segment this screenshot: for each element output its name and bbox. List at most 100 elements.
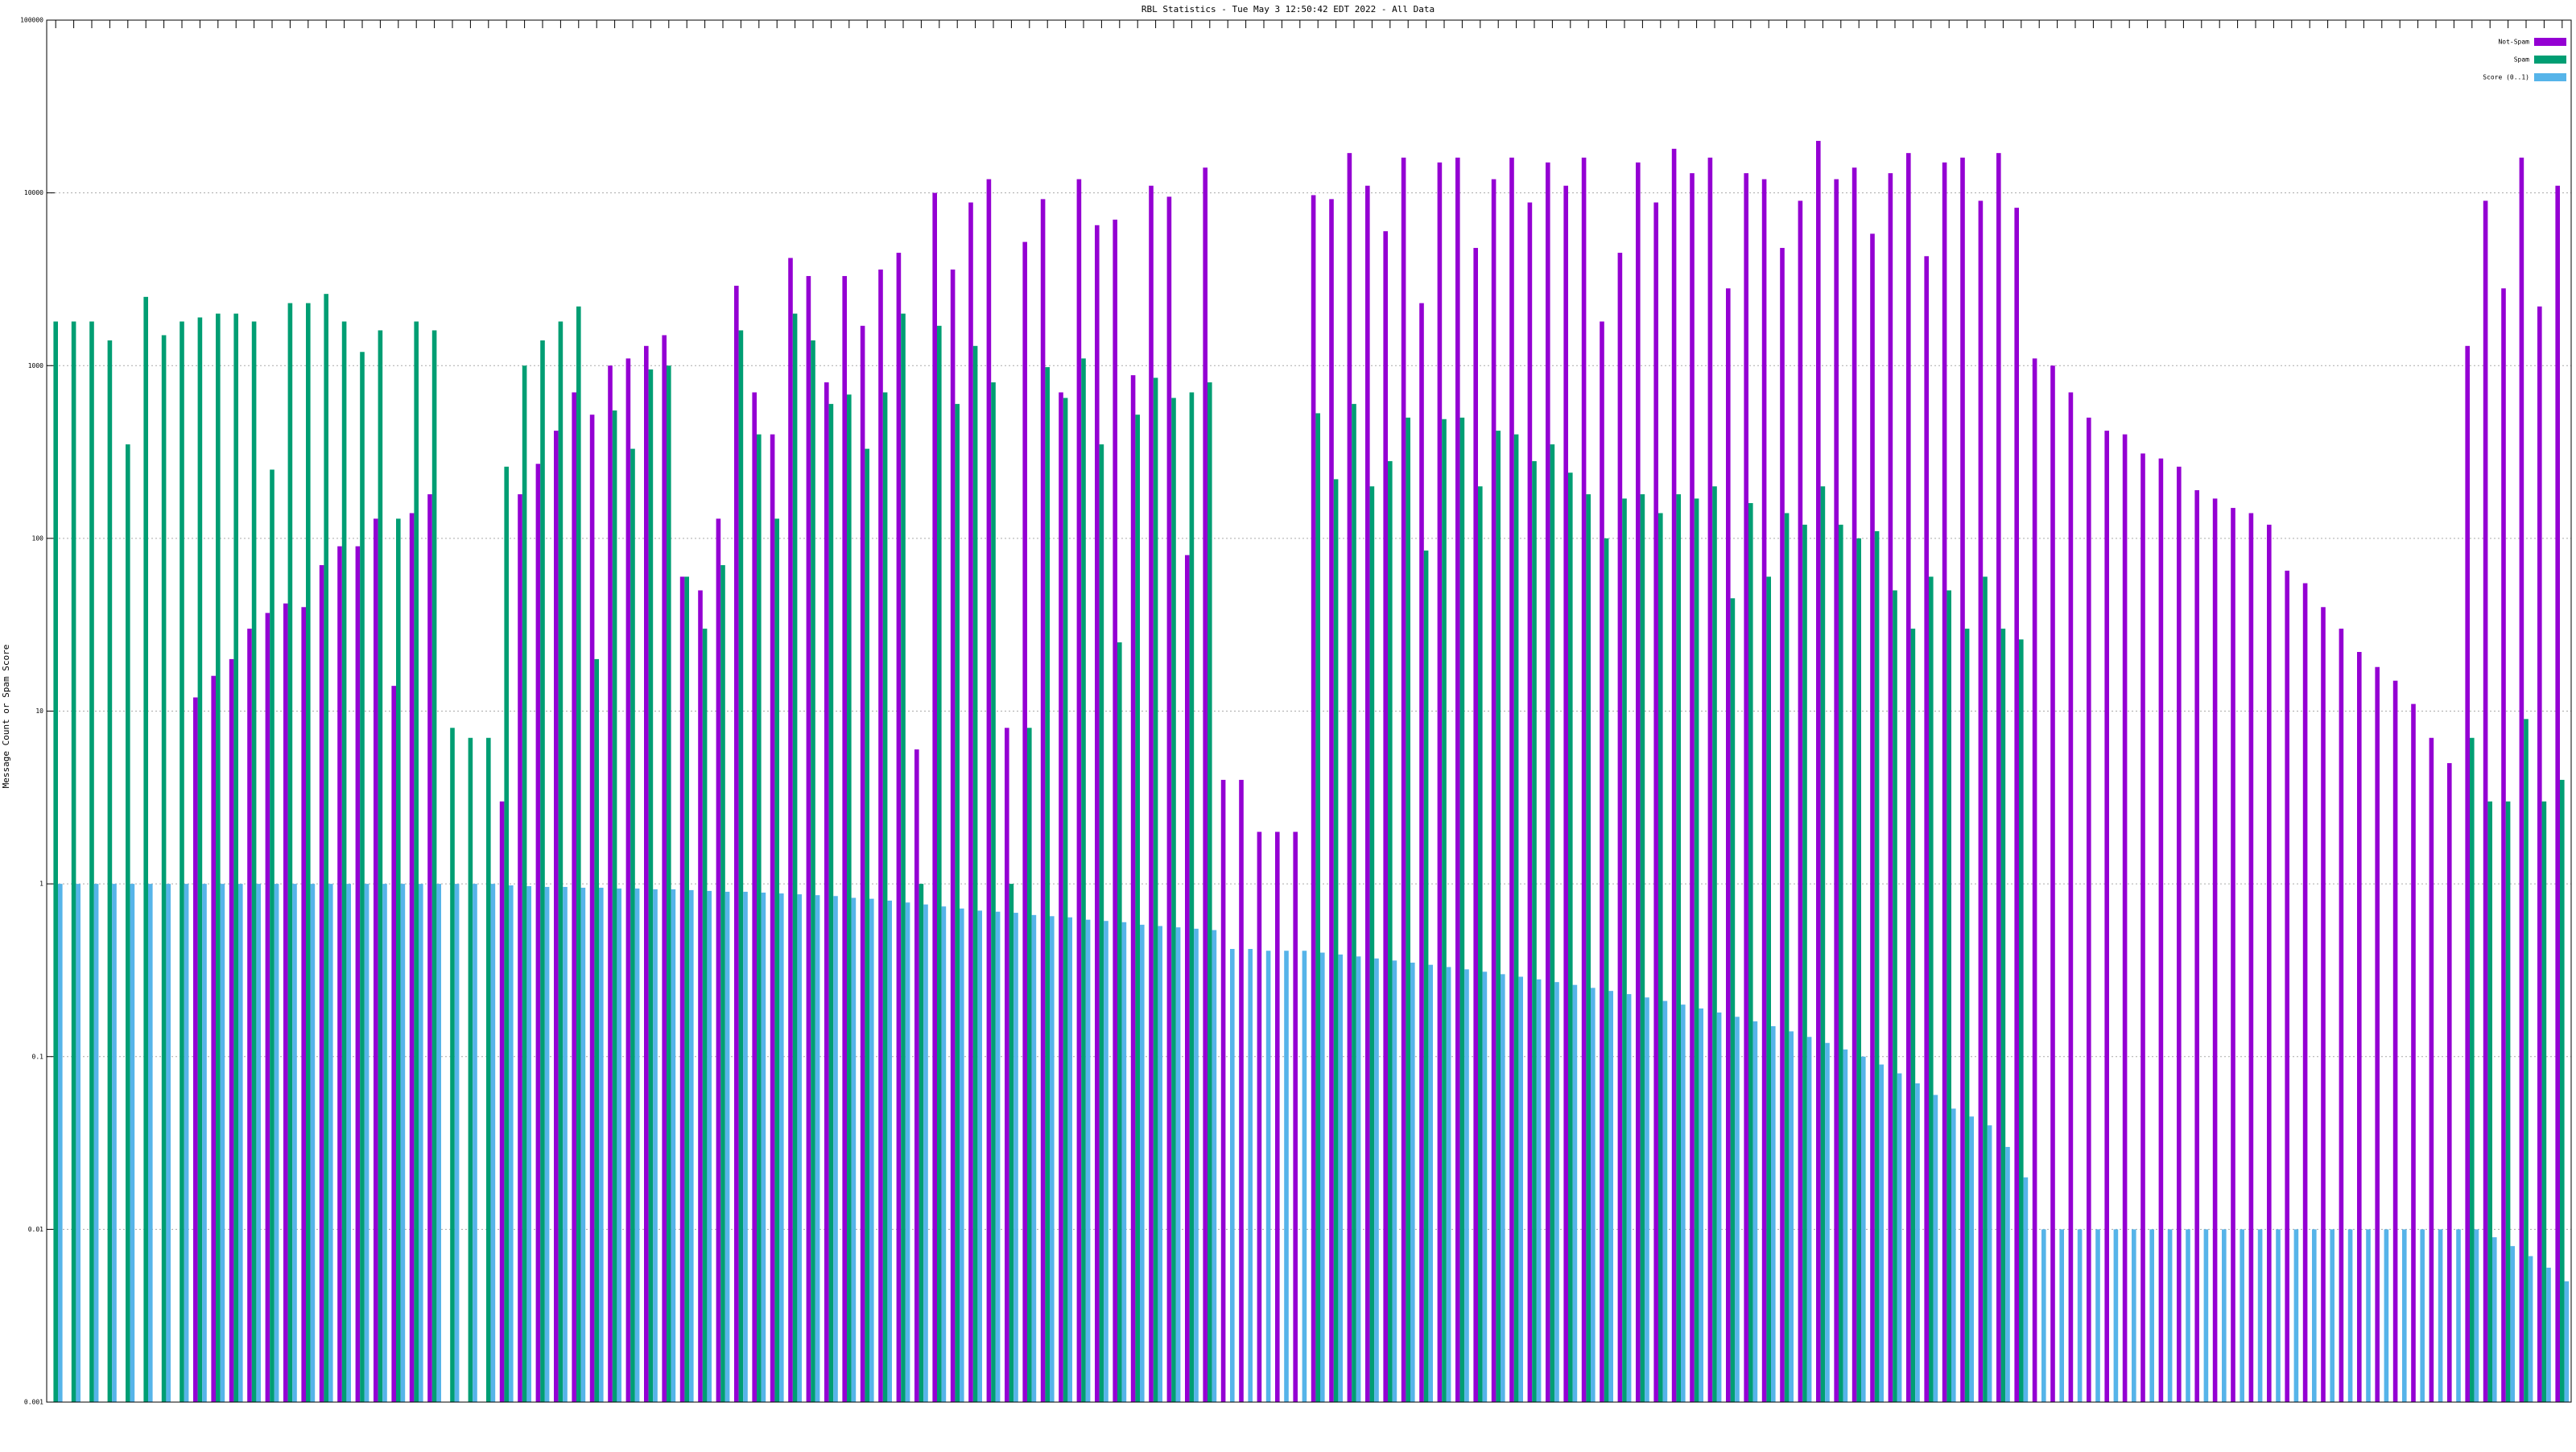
bar (1315, 413, 1320, 1403)
bar (1929, 576, 1934, 1402)
bar (1063, 398, 1068, 1403)
bar (2276, 1229, 2281, 1402)
bar (526, 885, 531, 1402)
bar (247, 629, 252, 1402)
bar (1149, 185, 1154, 1402)
bar (724, 891, 730, 1402)
bar (220, 884, 225, 1402)
bar (1987, 1125, 1992, 1402)
bar (554, 431, 559, 1402)
bar (960, 908, 964, 1402)
bar (2546, 1267, 2551, 1402)
bar (1946, 590, 1951, 1402)
bar (1563, 185, 1568, 1402)
bar (1135, 415, 1140, 1402)
bar (2050, 365, 2055, 1402)
bar (1365, 185, 1370, 1402)
bar (2041, 1229, 2046, 1402)
bar (1856, 538, 1861, 1402)
y-tick-label: 1 (39, 881, 43, 888)
bar (887, 900, 892, 1402)
bar (1518, 976, 1523, 1402)
bar (166, 884, 171, 1402)
bar (580, 887, 586, 1402)
bar (2357, 652, 2362, 1402)
bar (1383, 231, 1388, 1403)
bar (991, 382, 996, 1402)
bar (71, 321, 76, 1402)
bar (265, 613, 270, 1402)
bar (1951, 1108, 1956, 1402)
bar (1897, 1073, 1902, 1402)
bar (2023, 1177, 2029, 1402)
bar (355, 546, 361, 1402)
bar (932, 192, 937, 1402)
bar (572, 392, 576, 1402)
bar (292, 884, 297, 1402)
bar (1591, 988, 1596, 1402)
bar (2032, 358, 2037, 1402)
bar (1194, 928, 1199, 1402)
bar (2519, 157, 2524, 1402)
bar (283, 603, 288, 1402)
bar (1960, 157, 1965, 1402)
bar (2447, 763, 2452, 1402)
bar (608, 365, 613, 1402)
bar (197, 317, 203, 1403)
bar (779, 893, 784, 1402)
bar (1690, 173, 1695, 1402)
bar (180, 321, 184, 1402)
bar (2555, 185, 2560, 1402)
bar (2177, 466, 2182, 1403)
bar (2167, 1229, 2173, 1402)
bar (473, 884, 477, 1402)
y-tick-label: 10000 (24, 189, 43, 196)
bar (1248, 948, 1253, 1402)
bar (76, 884, 80, 1402)
legend-swatch (2534, 38, 2566, 46)
bar (419, 884, 423, 1402)
bar (1969, 1116, 1974, 1402)
bar (1009, 884, 1014, 1402)
bar (707, 890, 712, 1402)
bar (1496, 431, 1501, 1402)
bar (270, 469, 275, 1403)
bar (1419, 303, 1424, 1403)
bar (2194, 490, 2199, 1402)
bar (824, 382, 829, 1402)
bar (1171, 398, 1176, 1403)
bar (1550, 444, 1555, 1402)
y-axis-label: Message Count or Spam Score (1, 645, 11, 789)
bar (1730, 598, 1736, 1402)
bar (671, 889, 676, 1402)
bar (937, 325, 942, 1402)
bar (2339, 629, 2344, 1402)
bar (847, 394, 852, 1403)
bar (901, 313, 906, 1402)
bar (882, 392, 888, 1402)
bar (792, 313, 798, 1402)
bar (774, 518, 779, 1402)
bar (1554, 982, 1559, 1402)
bar (1095, 225, 1100, 1403)
bar (811, 340, 815, 1403)
bar (211, 675, 216, 1402)
bar (364, 884, 369, 1402)
bar (1401, 157, 1406, 1402)
bar (757, 434, 762, 1402)
bar (436, 884, 441, 1402)
bar (1352, 403, 1356, 1403)
bar (2132, 1229, 2136, 1402)
bar (468, 737, 473, 1402)
bar (1766, 576, 1771, 1402)
bar (2501, 288, 2506, 1403)
bar (2014, 208, 2019, 1403)
bar (238, 884, 243, 1402)
bar (341, 321, 347, 1402)
bar (2212, 498, 2218, 1402)
bar (1473, 248, 1478, 1403)
bar (1581, 157, 1587, 1402)
bar (1333, 479, 1339, 1402)
bar (337, 546, 342, 1402)
